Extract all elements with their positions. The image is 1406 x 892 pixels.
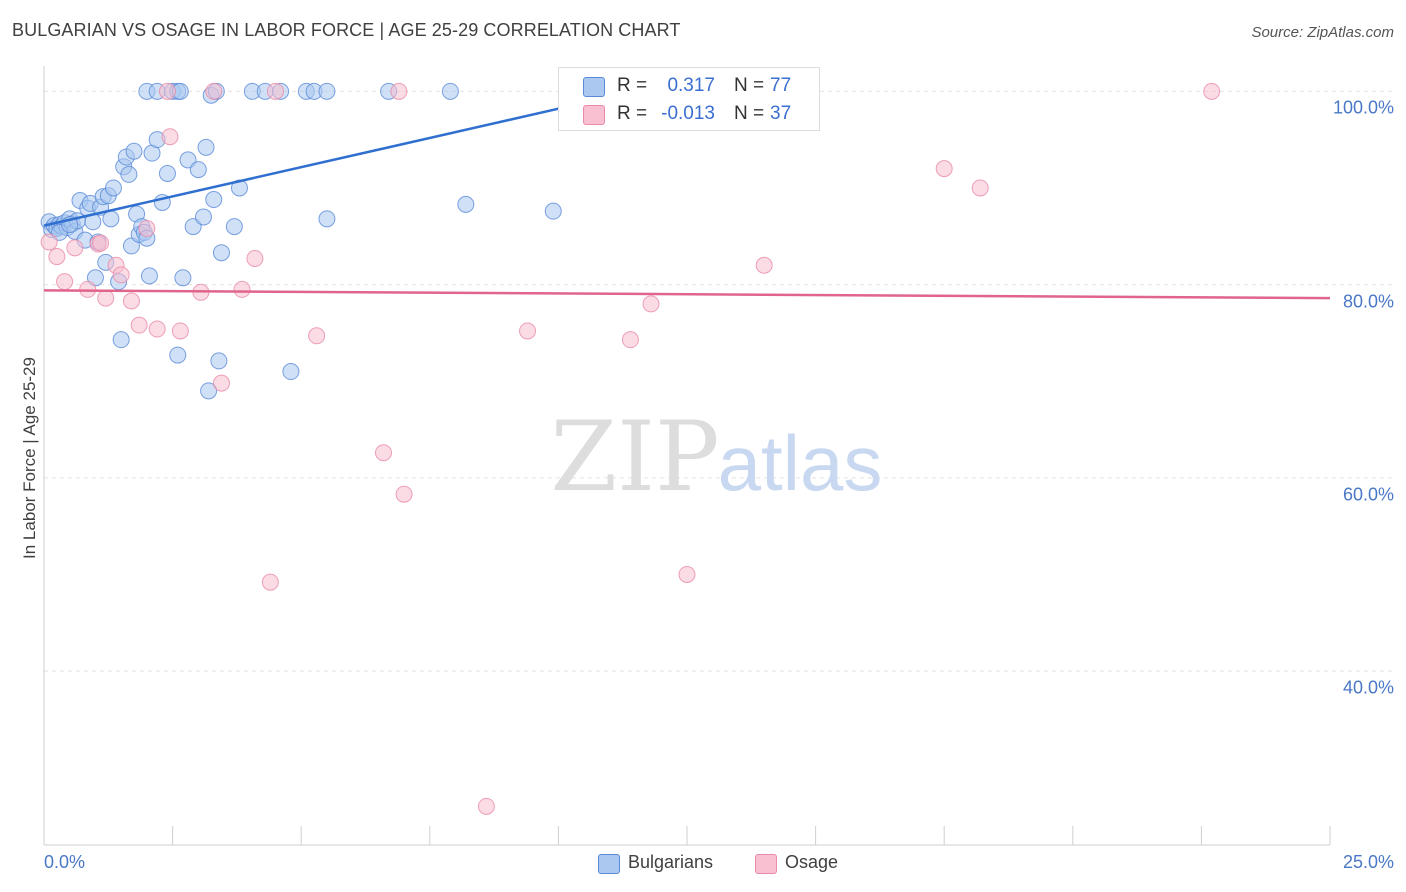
point-bulgarians xyxy=(158,164,176,182)
point-osage xyxy=(138,220,156,238)
point-bulgarians xyxy=(318,82,336,100)
point-osage xyxy=(390,82,408,100)
point-osage xyxy=(755,256,773,274)
point-bulgarians xyxy=(457,195,475,213)
point-osage xyxy=(205,82,223,100)
point-bulgarians xyxy=(169,346,187,364)
axes xyxy=(43,66,1331,846)
point-osage xyxy=(395,485,413,503)
watermark-zip: ZIP xyxy=(550,401,719,513)
point-osage xyxy=(519,322,537,340)
point-osage xyxy=(148,320,166,338)
bottom-legend-swatch-bulgarians xyxy=(598,854,620,874)
point-osage xyxy=(56,273,74,291)
chart-source: Source: ZipAtlas.com xyxy=(1251,24,1394,41)
point-osage xyxy=(971,179,989,197)
point-bulgarians xyxy=(200,382,218,400)
point-osage xyxy=(97,289,115,307)
legend-n-label: N = xyxy=(734,75,765,96)
legend-r-label: R = xyxy=(617,75,648,96)
point-osage xyxy=(477,797,495,815)
y-tick-label: 40.0% xyxy=(1342,677,1394,698)
chart-title: BULGARIAN VS OSAGE IN LABOR FORCE | AGE … xyxy=(12,20,681,40)
point-bulgarians xyxy=(210,352,228,370)
point-bulgarians xyxy=(225,218,243,236)
data-points xyxy=(40,82,1221,815)
point-osage xyxy=(678,565,696,583)
x-tick-min: 0.0% xyxy=(44,852,86,872)
point-osage xyxy=(233,280,251,298)
point-bulgarians xyxy=(120,165,138,183)
trend-line-osage xyxy=(43,289,1331,300)
point-bulgarians xyxy=(205,191,223,209)
point-osage xyxy=(212,374,230,392)
legend-r-value: -0.013 xyxy=(661,103,715,124)
watermark-atlas: atlas xyxy=(718,419,883,507)
point-bulgarians xyxy=(102,210,120,228)
y-tick-label: 100.0% xyxy=(1332,97,1394,118)
legend-swatch-bulgarians xyxy=(583,77,605,97)
bottom-legend-swatch-osage xyxy=(755,854,777,874)
point-bulgarians xyxy=(112,331,130,349)
point-osage xyxy=(308,327,326,345)
point-osage xyxy=(161,128,179,146)
point-bulgarians xyxy=(197,138,215,156)
point-osage xyxy=(158,82,176,100)
point-osage xyxy=(112,266,130,284)
point-osage xyxy=(266,82,284,100)
point-osage xyxy=(40,233,58,251)
point-osage xyxy=(261,573,279,591)
point-bulgarians xyxy=(318,210,336,228)
grid-lines xyxy=(44,90,1392,672)
y-tick-label: 80.0% xyxy=(1342,291,1394,312)
y-tick-label: 60.0% xyxy=(1342,484,1394,505)
point-bulgarians xyxy=(140,267,158,285)
point-osage xyxy=(171,322,189,340)
point-osage xyxy=(48,248,66,266)
point-bulgarians xyxy=(125,142,143,160)
point-osage xyxy=(130,316,148,334)
correlation-legend: R = 0.317 N = 77 R = -0.013 N = 37 xyxy=(558,67,820,131)
legend-swatch-osage xyxy=(583,105,605,125)
legend-n-label: N = xyxy=(734,103,765,124)
x-tick-max: 25.0% xyxy=(1342,852,1394,872)
point-bulgarians xyxy=(282,363,300,381)
point-osage xyxy=(92,234,110,252)
bottom-legend-label-osage: Osage xyxy=(785,852,839,872)
legend-r-label: R = xyxy=(617,103,648,124)
trend-lines xyxy=(43,107,1331,300)
bottom-legend-label-bulgarians: Bulgarians xyxy=(628,852,714,872)
point-osage xyxy=(642,295,660,313)
legend-r-value: 0.317 xyxy=(667,75,715,96)
point-bulgarians xyxy=(212,244,230,262)
point-osage xyxy=(935,160,953,178)
point-bulgarians xyxy=(189,161,207,179)
point-bulgarians xyxy=(174,269,192,287)
point-bulgarians xyxy=(544,202,562,220)
point-osage xyxy=(122,292,140,310)
trend-line-bulgarians xyxy=(43,107,559,227)
point-osage xyxy=(246,249,264,267)
point-osage xyxy=(375,444,393,462)
legend-n-value: 77 xyxy=(770,75,792,96)
legend-row-bulgarians: R = 0.317 N = 77 xyxy=(559,72,819,100)
point-osage xyxy=(66,239,84,257)
point-osage xyxy=(1203,82,1221,100)
legend-row-osage: R = -0.013 N = 37 xyxy=(559,100,819,128)
point-bulgarians xyxy=(441,82,459,100)
point-bulgarians xyxy=(104,179,122,197)
point-osage xyxy=(621,331,639,349)
point-bulgarians xyxy=(194,208,212,226)
legend-n-value: 37 xyxy=(770,103,792,124)
